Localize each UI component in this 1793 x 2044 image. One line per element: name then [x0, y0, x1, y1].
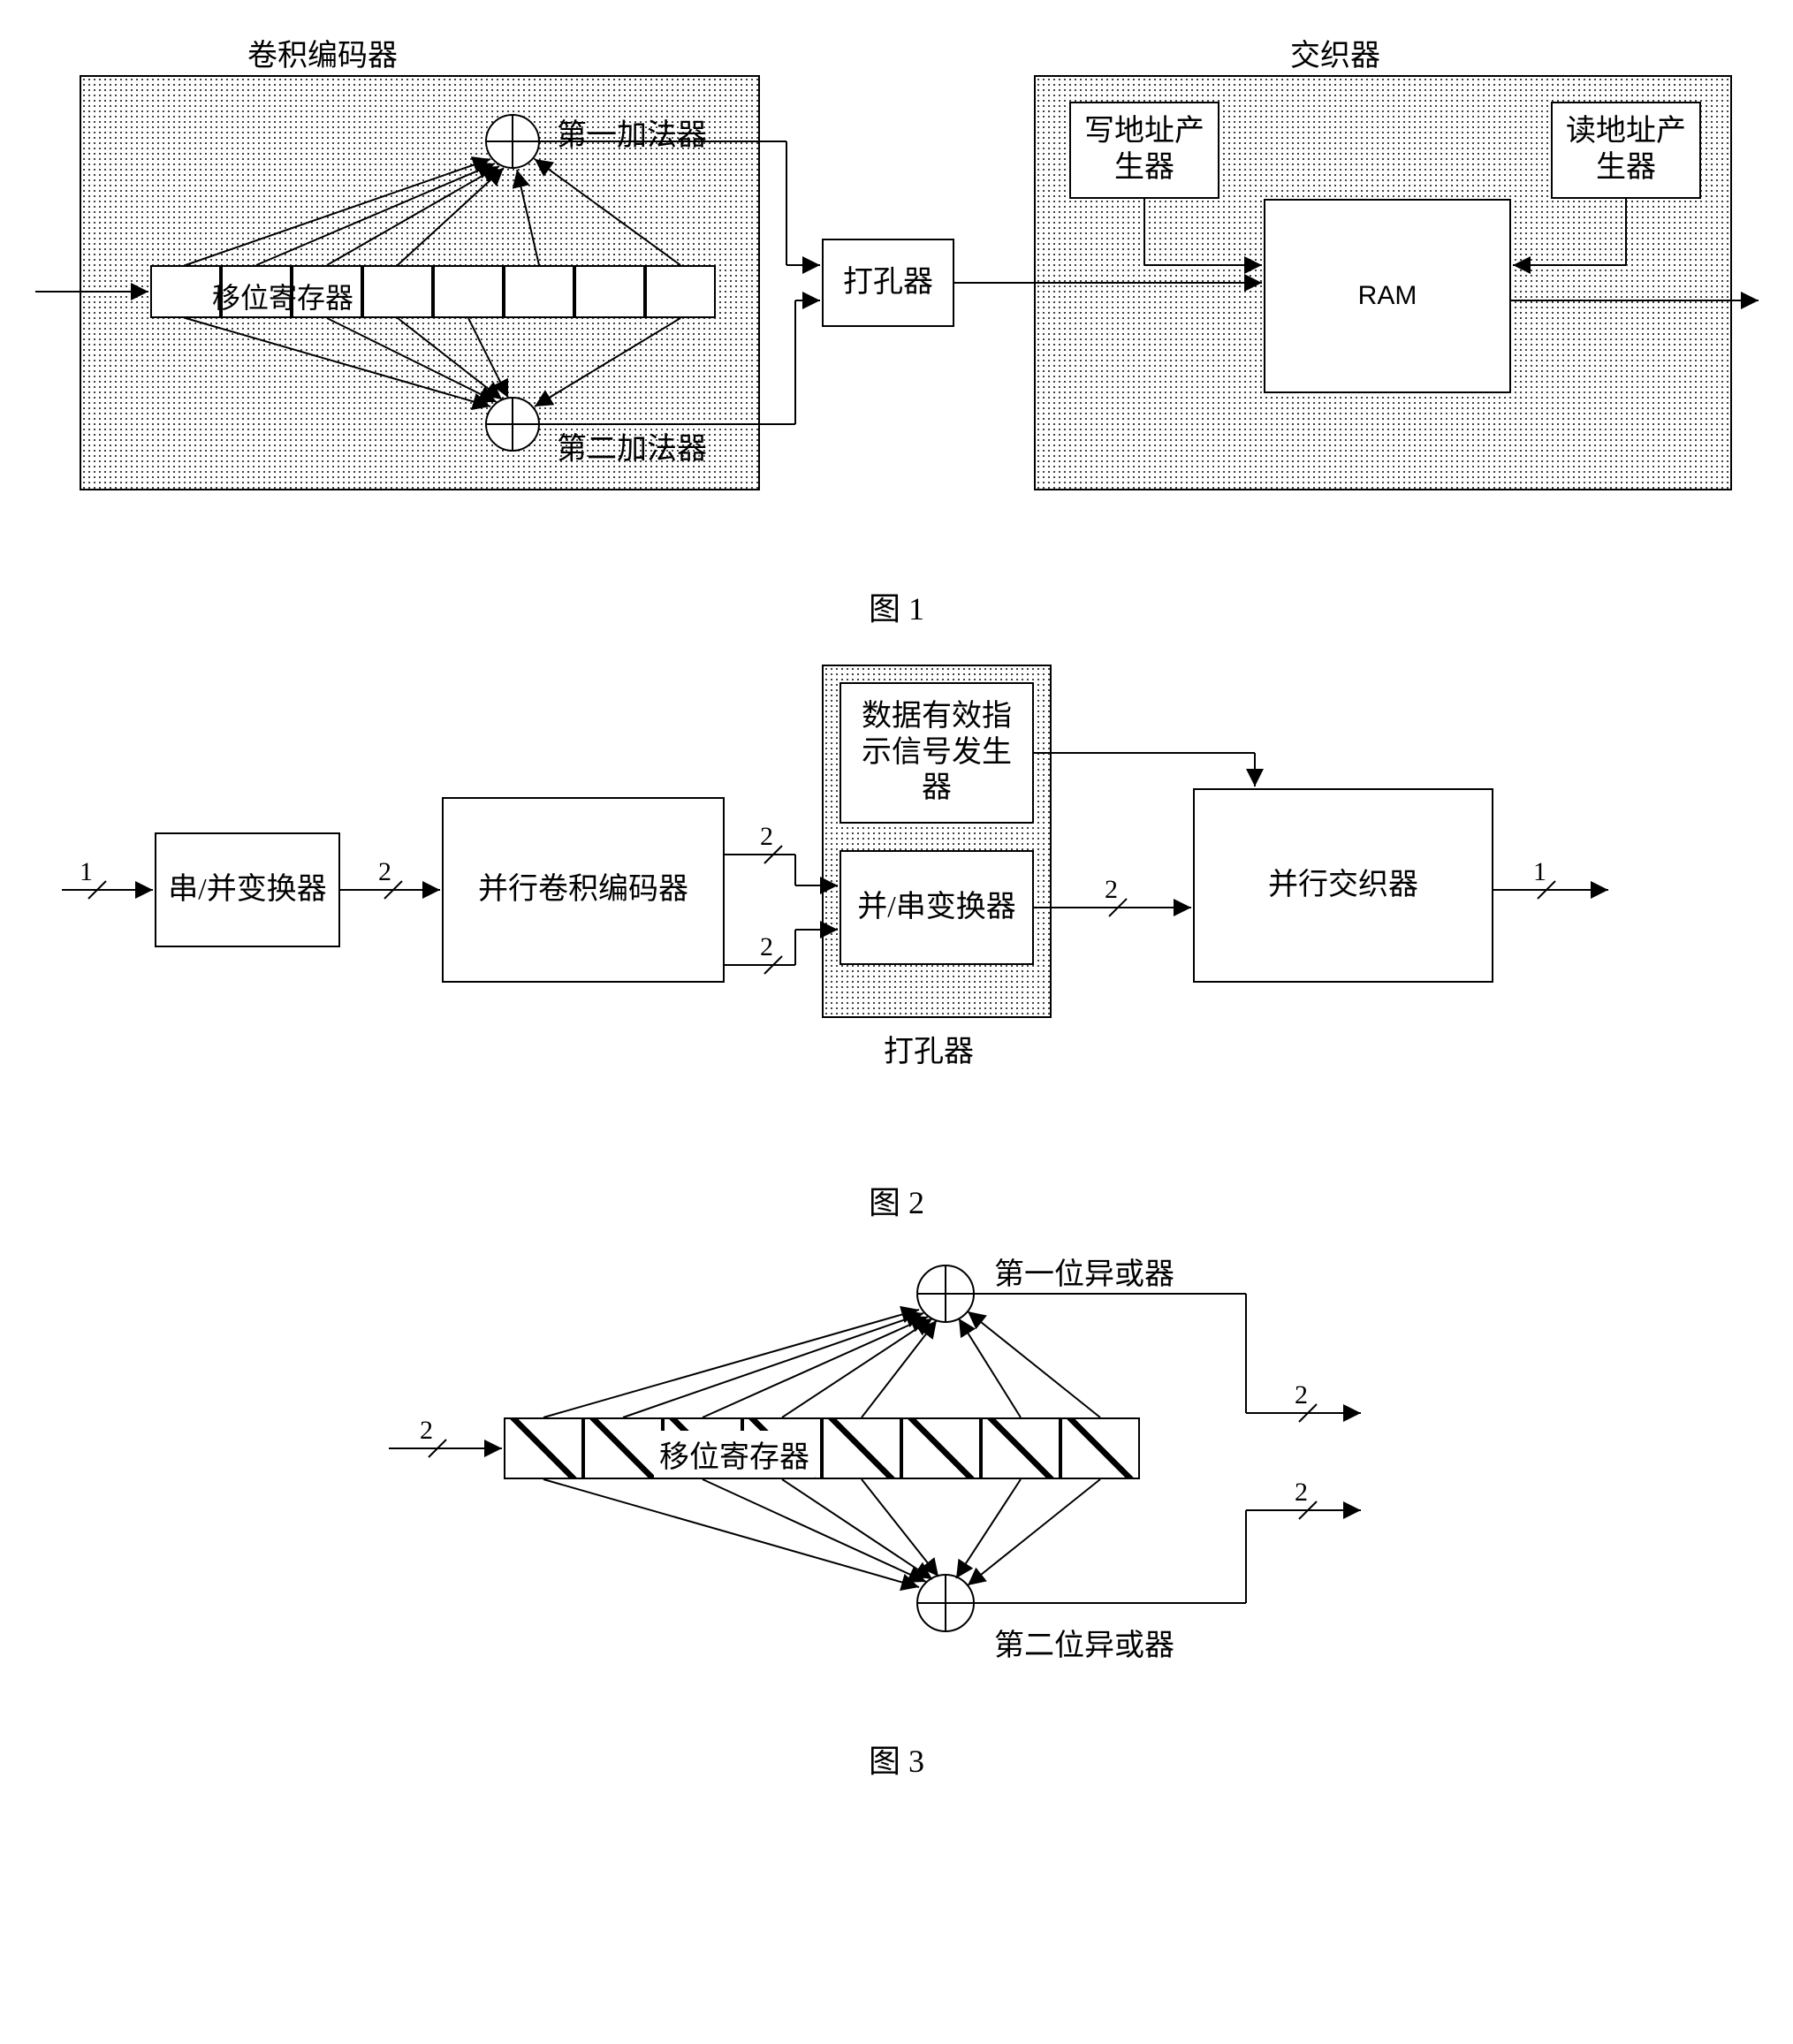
- fig1-caption: 图 1: [35, 583, 1758, 629]
- figure-3: 移位寄存器 第一位异或器 第二位异或器 2 2 2: [35, 1223, 1759, 1683]
- fig3-svg: [35, 1223, 1759, 1683]
- adder1-icon: [486, 115, 539, 168]
- fig2-caption: 图 2: [35, 1177, 1758, 1223]
- figure-2: 串/并变换器 并行卷积编码器 数据有效指示信号发生器 并/串变换器 并行交织器 …: [35, 629, 1759, 1124]
- xor2-icon: [917, 1575, 974, 1631]
- figure-1: 卷积编码器 交织器 移位寄存器 打孔器 写地址产生器 读地址产生器 RAM 第一…: [35, 35, 1759, 530]
- fig1-svg: [35, 35, 1759, 530]
- fig3-caption: 图 3: [35, 1736, 1758, 1782]
- xor1-icon: [917, 1265, 974, 1322]
- fig2-svg: [35, 629, 1759, 1124]
- adder2-icon: [486, 398, 539, 451]
